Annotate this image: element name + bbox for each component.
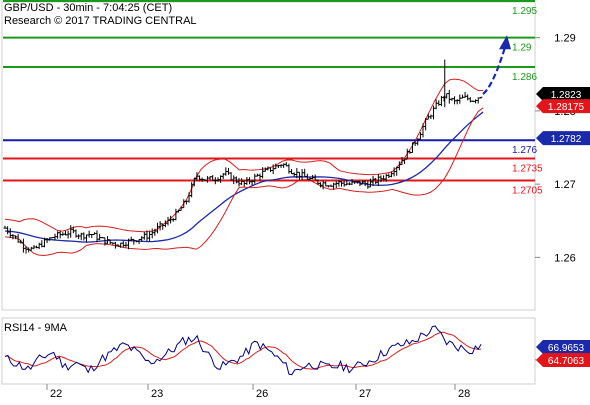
rsi-line bbox=[4, 325, 482, 376]
x-tick-label: 23 bbox=[151, 388, 163, 400]
level-label: 1.2705 bbox=[512, 185, 543, 196]
y-tick-label: 1.29 bbox=[554, 33, 575, 45]
rsi-value-tag bbox=[536, 353, 590, 367]
y-tick-label: 1.26 bbox=[554, 252, 575, 264]
x-tick-label: 26 bbox=[256, 388, 268, 400]
rsi-value-label: 66.9653 bbox=[548, 343, 585, 354]
forecast-arrowhead bbox=[499, 35, 511, 50]
x-tick-label: 22 bbox=[50, 388, 62, 400]
x-tick-label: 28 bbox=[458, 388, 470, 400]
price-tag-price bbox=[536, 87, 590, 102]
bollinger-lower-band bbox=[4, 107, 484, 256]
price-tag-label: 1.2782 bbox=[551, 134, 582, 145]
rsi-ma-line bbox=[4, 331, 482, 370]
moving-average-line bbox=[4, 111, 484, 243]
forecast-arrow bbox=[482, 46, 507, 95]
x-tick-label: 27 bbox=[359, 388, 371, 400]
price-tag-bollinger bbox=[536, 99, 590, 114]
y-tick-label: 1.27 bbox=[554, 179, 575, 191]
price-tag-label: 1.2823 bbox=[551, 90, 582, 101]
rsi-panel bbox=[1, 317, 536, 385]
level-label: 1.29 bbox=[512, 43, 532, 54]
level-label: 1.2735 bbox=[512, 164, 543, 175]
rsi-value-label: 64.7063 bbox=[548, 356, 585, 367]
rsi-value-tag bbox=[536, 340, 590, 354]
copyright-text: Research © 2017 TRADING CENTRAL bbox=[4, 15, 197, 27]
chart-title: GBP/USD - 30min - 7:04:25 (CET) bbox=[4, 2, 173, 14]
level-label: 1.276 bbox=[512, 145, 537, 156]
level-label: 1.295 bbox=[512, 6, 537, 17]
level-label: 1.286 bbox=[512, 72, 537, 83]
bollinger-upper-band bbox=[4, 78, 484, 233]
price-tag-ma bbox=[536, 131, 590, 146]
rsi-title: RSI14 - 9MA bbox=[4, 322, 67, 334]
price-tag-label: 1.28175 bbox=[548, 102, 585, 113]
